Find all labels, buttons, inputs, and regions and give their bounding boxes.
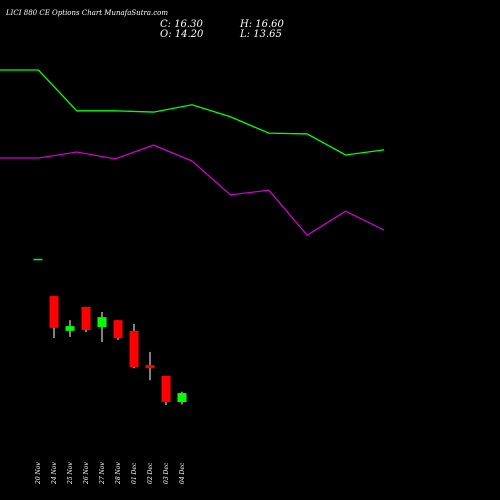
x-tick-label: 26 Nov <box>83 462 90 485</box>
x-tick-label: 24 Nov <box>51 462 58 485</box>
candle-body <box>81 306 91 331</box>
candle-body <box>145 365 155 369</box>
candle-body <box>161 375 171 403</box>
x-tick-label: 02 Dec <box>147 462 154 484</box>
x-tick-label: 04 Dec <box>179 462 186 484</box>
close-info: C: 16.30 <box>160 19 203 30</box>
candle-body <box>49 296 59 328</box>
candle-body <box>65 326 75 331</box>
moving-average-line <box>0 144 385 237</box>
candle-body <box>33 258 43 261</box>
x-tick-label: 27 Nov <box>99 462 106 485</box>
x-tick-label: 03 Dec <box>163 462 170 484</box>
x-tick-label: 20 Nov <box>35 462 42 485</box>
candle-body <box>97 317 107 328</box>
open-info: O: 14.20 <box>160 29 204 40</box>
x-tick-label: 01 Dec <box>131 462 138 484</box>
low-info: L: 13.65 <box>239 29 282 40</box>
candle-body <box>113 320 123 339</box>
moving-average-line <box>0 69 385 156</box>
chart-title: LICI 880 CE Options Chart MunafaSutra.co… <box>5 9 168 17</box>
candle-body <box>177 393 187 403</box>
x-tick-label: 28 Nov <box>115 462 122 485</box>
x-tick-label: 25 Nov <box>67 462 74 485</box>
high-info: H: 16.60 <box>239 19 285 30</box>
candle-body <box>129 330 139 367</box>
